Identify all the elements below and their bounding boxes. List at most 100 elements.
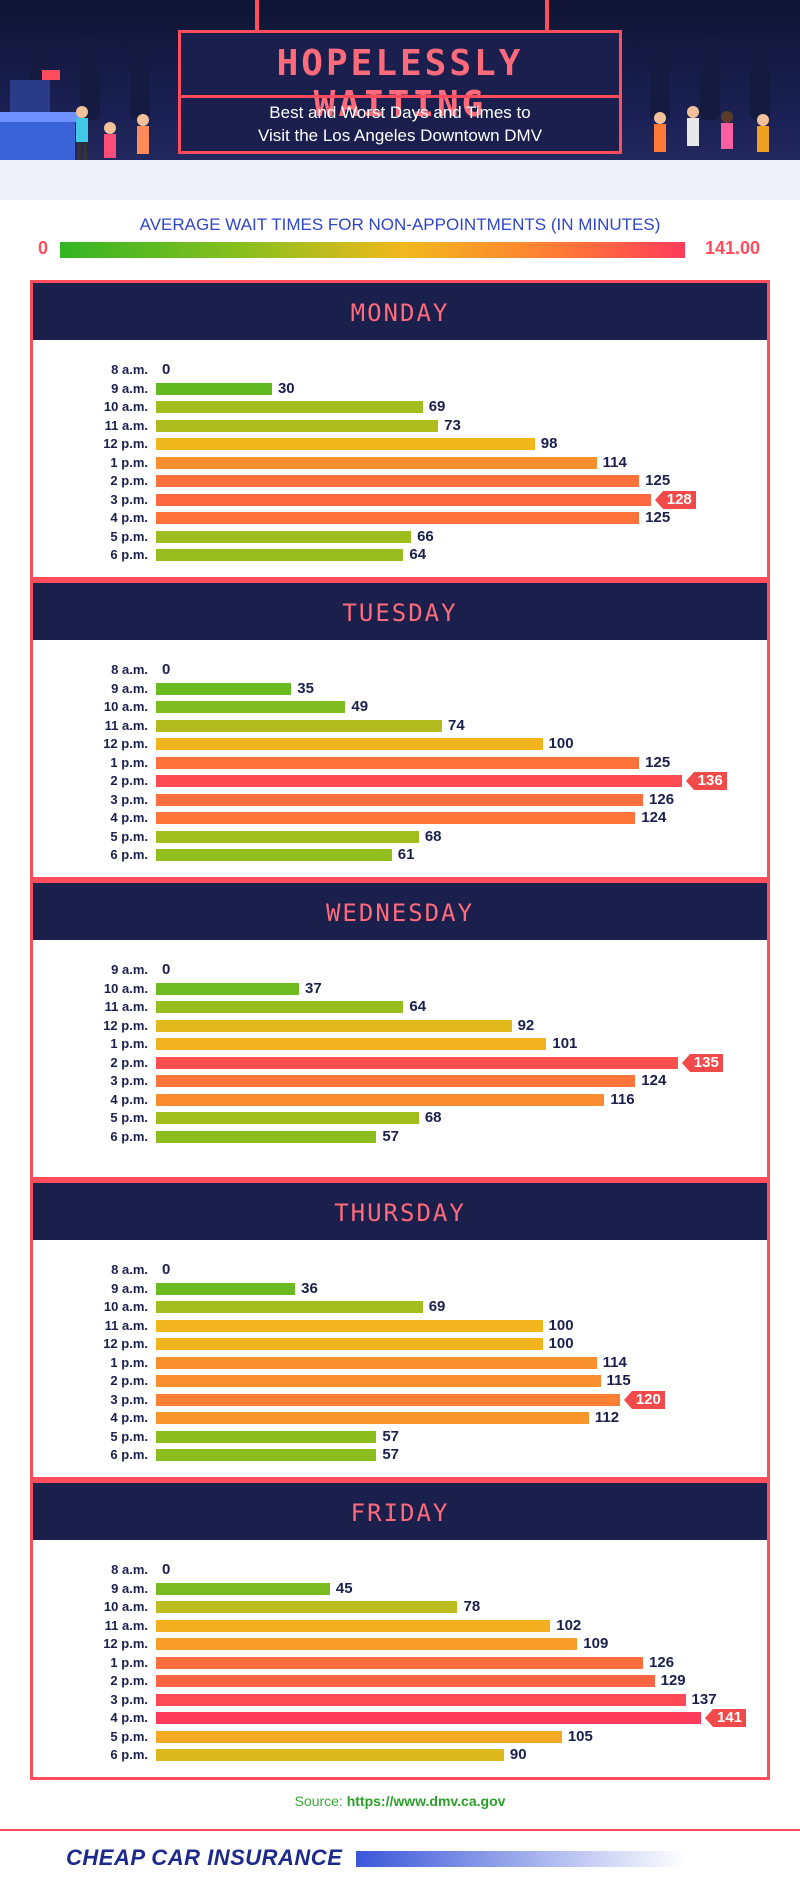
tick-label: 1 p.m. bbox=[110, 754, 148, 770]
tick-label: 10 a.m. bbox=[103, 1299, 148, 1314]
tick-label: 2 p.m. bbox=[110, 773, 148, 788]
bar bbox=[156, 719, 443, 732]
tick-label: 6 p.m. bbox=[110, 1747, 148, 1762]
footer-divider bbox=[0, 1829, 800, 1831]
person-right-icon bbox=[654, 106, 769, 152]
tick-label: 2 p.m. bbox=[110, 1054, 148, 1070]
data-label: 73 bbox=[444, 416, 461, 434]
brand-stripes-icon bbox=[356, 1851, 686, 1867]
data-label: 90 bbox=[509, 1746, 527, 1763]
tick-label: 6 p.m. bbox=[110, 847, 148, 862]
bar bbox=[156, 1038, 547, 1050]
day-header: MONDAY bbox=[33, 283, 767, 340]
bar bbox=[156, 1093, 605, 1106]
data-label: 129 bbox=[660, 1672, 686, 1689]
data-label: 100 bbox=[548, 1316, 574, 1334]
bar bbox=[156, 549, 404, 561]
person-left-icon bbox=[76, 106, 149, 160]
tick-label: 2 p.m. bbox=[110, 1373, 148, 1388]
bar bbox=[156, 812, 636, 824]
tick-label: 4 p.m. bbox=[110, 1710, 148, 1725]
data-label: 74 bbox=[448, 716, 465, 734]
tick-label: 9 a.m. bbox=[111, 1280, 148, 1296]
tick-label: 3 p.m. bbox=[110, 1691, 148, 1707]
bar bbox=[156, 849, 392, 861]
tick-label: 8 a.m. bbox=[111, 662, 148, 677]
tick-label: 3 p.m. bbox=[110, 1073, 148, 1088]
page-title: HOPELESSLY WAITING bbox=[276, 43, 524, 125]
tick-label: 6 p.m. bbox=[110, 547, 148, 562]
data-label: 61 bbox=[397, 846, 415, 863]
bar bbox=[156, 1412, 589, 1424]
bar bbox=[156, 793, 644, 806]
data-label: 35 bbox=[297, 679, 314, 697]
bar bbox=[156, 1619, 551, 1632]
brand-logo: CHEAP CAR INSURANCE bbox=[66, 1845, 343, 1870]
bar bbox=[156, 1693, 686, 1706]
tick-label: 4 p.m. bbox=[110, 810, 148, 825]
tick-label: 12 p.m. bbox=[103, 1636, 148, 1651]
tick-label: 6 p.m. bbox=[110, 1128, 148, 1144]
data-label: 57 bbox=[382, 1446, 399, 1463]
bar bbox=[156, 1112, 419, 1124]
subtitle-line-2: Visit the Los Angeles Downtown DMV bbox=[257, 126, 543, 145]
tick-label: 12 p.m. bbox=[103, 436, 148, 451]
tick-label: 1 p.m. bbox=[110, 1654, 148, 1670]
source-link[interactable]: https://www.dmv.ca.gov bbox=[346, 1793, 506, 1809]
data-label: 68 bbox=[424, 1109, 442, 1126]
hero-floor bbox=[0, 160, 800, 200]
bar bbox=[156, 530, 412, 543]
tick-label: 8 a.m. bbox=[111, 1262, 148, 1277]
data-label: 114 bbox=[602, 453, 627, 471]
tick-label: 2 p.m. bbox=[110, 473, 148, 488]
bar bbox=[156, 1712, 701, 1724]
bar bbox=[156, 419, 439, 432]
bar bbox=[156, 1730, 562, 1743]
bar bbox=[156, 401, 423, 413]
day-title: MONDAY bbox=[350, 299, 450, 327]
data-label: 57 bbox=[382, 1427, 399, 1445]
sign-hanger-left bbox=[255, 0, 259, 30]
tick-label: 11 a.m. bbox=[104, 999, 148, 1014]
data-label: 64 bbox=[409, 998, 427, 1015]
dmv-counter-icon bbox=[0, 70, 80, 160]
title-divider bbox=[181, 95, 619, 98]
day-block-monday: MONDAY 8 a.m. 0 9 a.m. 30 10 a.m. 69 11 a.m. 73 1… bbox=[30, 280, 770, 580]
bar bbox=[156, 830, 419, 843]
tick-label: 8 a.m. bbox=[111, 1562, 148, 1577]
data-label: 64 bbox=[409, 546, 427, 563]
data-label: 37 bbox=[305, 979, 322, 997]
bar bbox=[156, 1130, 377, 1143]
tick-label: 4 p.m. bbox=[110, 510, 148, 525]
data-label: 0 bbox=[162, 961, 171, 978]
peak-value-label: 141 bbox=[704, 1709, 747, 1727]
tick-label: 9 a.m. bbox=[111, 962, 148, 977]
data-label: 78 bbox=[463, 1598, 481, 1615]
bar bbox=[156, 1001, 404, 1013]
bar bbox=[156, 1319, 543, 1332]
data-label: 57 bbox=[382, 1127, 399, 1145]
source-label: Source: bbox=[294, 1793, 343, 1809]
tick-label: 11 a.m. bbox=[104, 717, 148, 733]
title-sign: HOPELESSLY WAITING Best and Worst Days a… bbox=[178, 30, 622, 154]
data-label: 112 bbox=[594, 1409, 620, 1426]
day-header: FRIDAY bbox=[33, 1483, 767, 1540]
bar bbox=[156, 512, 640, 524]
data-label: 125 bbox=[645, 753, 671, 771]
tick-label: 4 p.m. bbox=[110, 1091, 148, 1107]
sign-hanger-right bbox=[545, 0, 549, 30]
bar bbox=[156, 1301, 423, 1313]
tick-label: 12 p.m. bbox=[103, 1017, 148, 1033]
bar bbox=[156, 1375, 601, 1387]
tick-label: 5 p.m. bbox=[110, 528, 148, 544]
tick-label: 12 p.m. bbox=[103, 1336, 148, 1351]
tick-label: 1 p.m. bbox=[110, 1354, 148, 1370]
peak-value-label: 128 bbox=[654, 490, 696, 509]
tick-label: 11 a.m. bbox=[104, 1617, 148, 1633]
bar bbox=[156, 1449, 377, 1461]
peak-value-label: 120 bbox=[623, 1390, 665, 1409]
bar bbox=[156, 456, 597, 469]
tick-label: 2 p.m. bbox=[110, 1673, 148, 1688]
tick-label: 1 p.m. bbox=[110, 1036, 148, 1051]
data-label: 69 bbox=[428, 1298, 446, 1315]
